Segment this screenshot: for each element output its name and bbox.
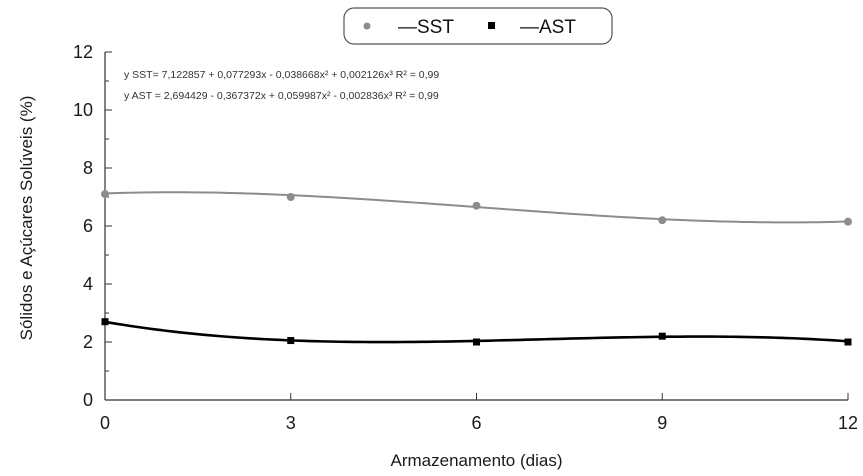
data-markers: [101, 190, 852, 346]
plot-area: 0 2 4 6 8 10 12 0 3 6 9 12: [73, 42, 858, 433]
point-ast: [658, 332, 666, 340]
legend-ast-marker: [488, 22, 495, 29]
y-tick-label: 10: [73, 100, 93, 120]
x-tick-label: 12: [838, 413, 858, 433]
y-tick-label: 4: [83, 274, 93, 294]
legend: —SST —AST: [343, 7, 613, 45]
equation-annotations: y SST= 7,122857 + 0,077293x - 0,038668x²…: [124, 69, 439, 102]
x-tick-label: 3: [286, 413, 296, 433]
point-sst: [101, 190, 109, 199]
y-tick-label: 2: [83, 332, 93, 352]
point-sst: [472, 201, 481, 210]
point-sst: [658, 216, 667, 225]
y-tick-label: 6: [83, 216, 93, 236]
y-tick-label: 12: [73, 42, 93, 62]
point-sst: [286, 193, 295, 201]
x-axis-ticks: 0 3 6 9 12: [100, 393, 858, 433]
point-ast: [473, 338, 480, 346]
y-axis-ticks: 0 2 4 6 8 10 12: [73, 42, 112, 410]
x-tick-label: 9: [657, 413, 667, 433]
legend-ast-label: —AST: [520, 17, 576, 38]
equation-sst: y SST= 7,122857 + 0,077293x - 0,038668x²…: [124, 69, 439, 81]
point-ast: [844, 338, 852, 346]
x-tick-label: 0: [100, 413, 110, 433]
point-ast: [287, 337, 295, 345]
x-tick-label: 6: [471, 413, 481, 433]
fit-lines: [104, 191, 849, 344]
y-tick-label: 0: [83, 390, 93, 410]
y-tick-label: 8: [83, 158, 93, 178]
y-axis-title: Sólidos e Açúcares Solúveis (%): [17, 96, 36, 341]
legend-sst-marker: [363, 22, 371, 30]
x-axis-title: Armazenamento (dias): [391, 451, 563, 470]
point-sst: [844, 217, 852, 226]
legend-sst-label: —SST: [398, 17, 454, 38]
point-ast: [101, 318, 109, 326]
legend-box: [343, 7, 613, 45]
equation-ast: y AST = 2,694429 - 0,367372x + 0,059987x…: [124, 90, 439, 102]
